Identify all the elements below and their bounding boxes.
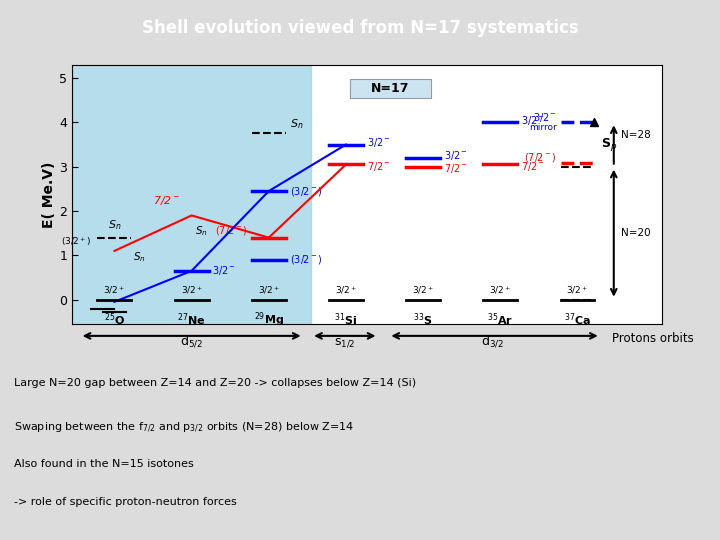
Text: S$_n$: S$_n$	[196, 224, 208, 238]
Text: (7/2$^-$): (7/2$^-$)	[524, 151, 557, 164]
Bar	[350, 79, 431, 98]
Text: N=17: N=17	[371, 82, 409, 95]
Text: 3/2$^-$: 3/2$^-$	[533, 111, 557, 124]
Text: 3/2$^+$: 3/2$^+$	[104, 285, 125, 296]
Text: 3/2$^+$: 3/2$^+$	[412, 285, 434, 296]
Text: $^{33}$S: $^{33}$S	[413, 311, 433, 328]
Text: Large N=20 gap between Z=14 and Z=20 -> collapses below Z=14 (Si): Large N=20 gap between Z=14 and Z=20 -> …	[14, 378, 417, 388]
Text: 7/2$^-$: 7/2$^-$	[521, 160, 545, 173]
Text: $^{37}$Ca: $^{37}$Ca	[564, 311, 591, 328]
Text: 3/2$^+$: 3/2$^+$	[258, 285, 280, 296]
Text: S$_n$: S$_n$	[108, 219, 121, 232]
Text: (7/2$^-$): (7/2$^-$)	[215, 225, 248, 238]
Text: $^{35}$Ar: $^{35}$Ar	[487, 311, 513, 328]
Y-axis label: E( Me.V): E( Me.V)	[42, 161, 56, 227]
Text: 7/2$^-$: 7/2$^-$	[153, 193, 180, 207]
Text: 3/2$^+$: 3/2$^+$	[490, 285, 511, 296]
Text: (3/2$^+$): (3/2$^+$)	[61, 235, 91, 248]
Text: -> role of specific proton-neutron forces: -> role of specific proton-neutron force…	[14, 497, 237, 507]
Text: 3/2$^+$: 3/2$^+$	[335, 285, 357, 296]
Bar	[72, 63, 311, 324]
Text: N=28: N=28	[621, 130, 652, 140]
Text: 3/2$^-$: 3/2$^-$	[444, 149, 468, 162]
Text: $^{31}$Si: $^{31}$Si	[334, 311, 358, 328]
Text: Shell evolution viewed from N=17 systematics: Shell evolution viewed from N=17 systema…	[142, 19, 578, 37]
Text: $^{29}$Mg: $^{29}$Mg	[253, 310, 284, 329]
Text: Protons orbits: Protons orbits	[612, 332, 694, 346]
Text: 3/2$^-$: 3/2$^-$	[521, 114, 545, 127]
Text: 3/2$^+$: 3/2$^+$	[181, 285, 202, 296]
Text: S$_p$: S$_p$	[600, 136, 617, 153]
Text: N=20: N=20	[621, 228, 651, 238]
Text: 3/2$^-$: 3/2$^-$	[366, 136, 390, 149]
Text: 3/2$^-$: 3/2$^-$	[212, 265, 236, 278]
Text: S$_n$: S$_n$	[289, 118, 303, 131]
Text: 7/2$^-$: 7/2$^-$	[366, 160, 390, 173]
Text: mirror: mirror	[529, 123, 557, 132]
Text: (3/2$^-$): (3/2$^-$)	[289, 253, 323, 266]
Text: s$_{1/2}$: s$_{1/2}$	[334, 336, 355, 349]
Text: Swaping between the f$_{7/2}$ and p$_{3/2}$ orbits (N=28) below Z=14: Swaping between the f$_{7/2}$ and p$_{3/…	[14, 421, 355, 435]
Text: (3/2$^-$): (3/2$^-$)	[289, 185, 323, 198]
Text: Also found in the N=15 isotones: Also found in the N=15 isotones	[14, 459, 194, 469]
Text: d$_{3/2}$: d$_{3/2}$	[481, 334, 504, 349]
Text: S$_n$: S$_n$	[132, 251, 145, 265]
Text: 3/2$^+$: 3/2$^+$	[567, 285, 588, 296]
Text: 7/2$^-$: 7/2$^-$	[444, 163, 468, 176]
Text: d$_{5/2}$: d$_{5/2}$	[180, 334, 203, 349]
Text: $^{25}$O: $^{25}$O	[104, 311, 125, 328]
Text: $^{27}$Ne: $^{27}$Ne	[177, 311, 206, 328]
